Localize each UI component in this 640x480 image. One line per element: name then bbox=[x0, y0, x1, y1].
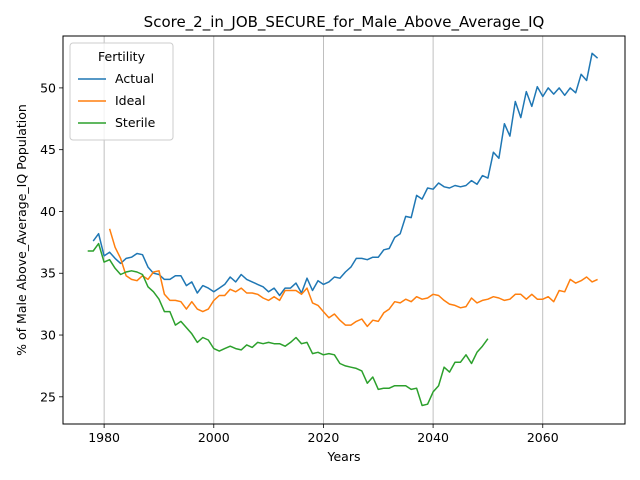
x-tick-label: 2020 bbox=[308, 430, 340, 445]
y-axis-label: % of Male Above_Average_IQ Population bbox=[14, 104, 29, 356]
gridlines bbox=[103, 36, 544, 424]
x-tick-label: 2000 bbox=[198, 430, 230, 445]
x-tick-label: 2060 bbox=[527, 430, 559, 445]
y-tick-label: 45 bbox=[40, 142, 56, 157]
legend: Fertility Actual Ideal Sterile bbox=[69, 42, 174, 141]
y-tick-label: 25 bbox=[40, 389, 56, 404]
y-axis: 25 30 35 40 45 50 bbox=[40, 80, 63, 404]
legend-title: Fertility bbox=[98, 49, 146, 64]
series-lines bbox=[87, 52, 599, 407]
plot-frame bbox=[62, 35, 626, 425]
legend-box bbox=[69, 42, 174, 141]
legend-label-ideal: Ideal bbox=[115, 93, 145, 108]
y-tick-label: 35 bbox=[40, 266, 56, 281]
series-line-sterile bbox=[87, 242, 489, 407]
x-axis: 1980 2000 2020 2040 2060 bbox=[88, 424, 559, 445]
x-axis-label: Years bbox=[327, 449, 361, 464]
series-line-actual bbox=[92, 52, 599, 297]
legend-label-sterile: Sterile bbox=[115, 115, 156, 130]
y-tick-label: 40 bbox=[40, 204, 56, 219]
chart-title: Score_2_in_JOB_SECURE_for_Male_Above_Ave… bbox=[144, 13, 545, 32]
legend-items: Actual Ideal Sterile bbox=[78, 71, 156, 130]
x-tick-label: 2040 bbox=[417, 430, 449, 445]
x-tick-label: 1980 bbox=[88, 430, 120, 445]
legend-label-actual: Actual bbox=[115, 71, 154, 86]
y-tick-label: 50 bbox=[40, 80, 56, 95]
series-line-ideal bbox=[108, 228, 598, 328]
y-tick-label: 30 bbox=[40, 328, 56, 343]
